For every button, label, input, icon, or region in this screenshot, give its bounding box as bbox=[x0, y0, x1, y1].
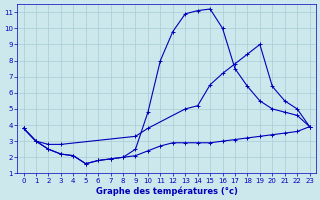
X-axis label: Graphe des températures (°c): Graphe des températures (°c) bbox=[96, 186, 237, 196]
